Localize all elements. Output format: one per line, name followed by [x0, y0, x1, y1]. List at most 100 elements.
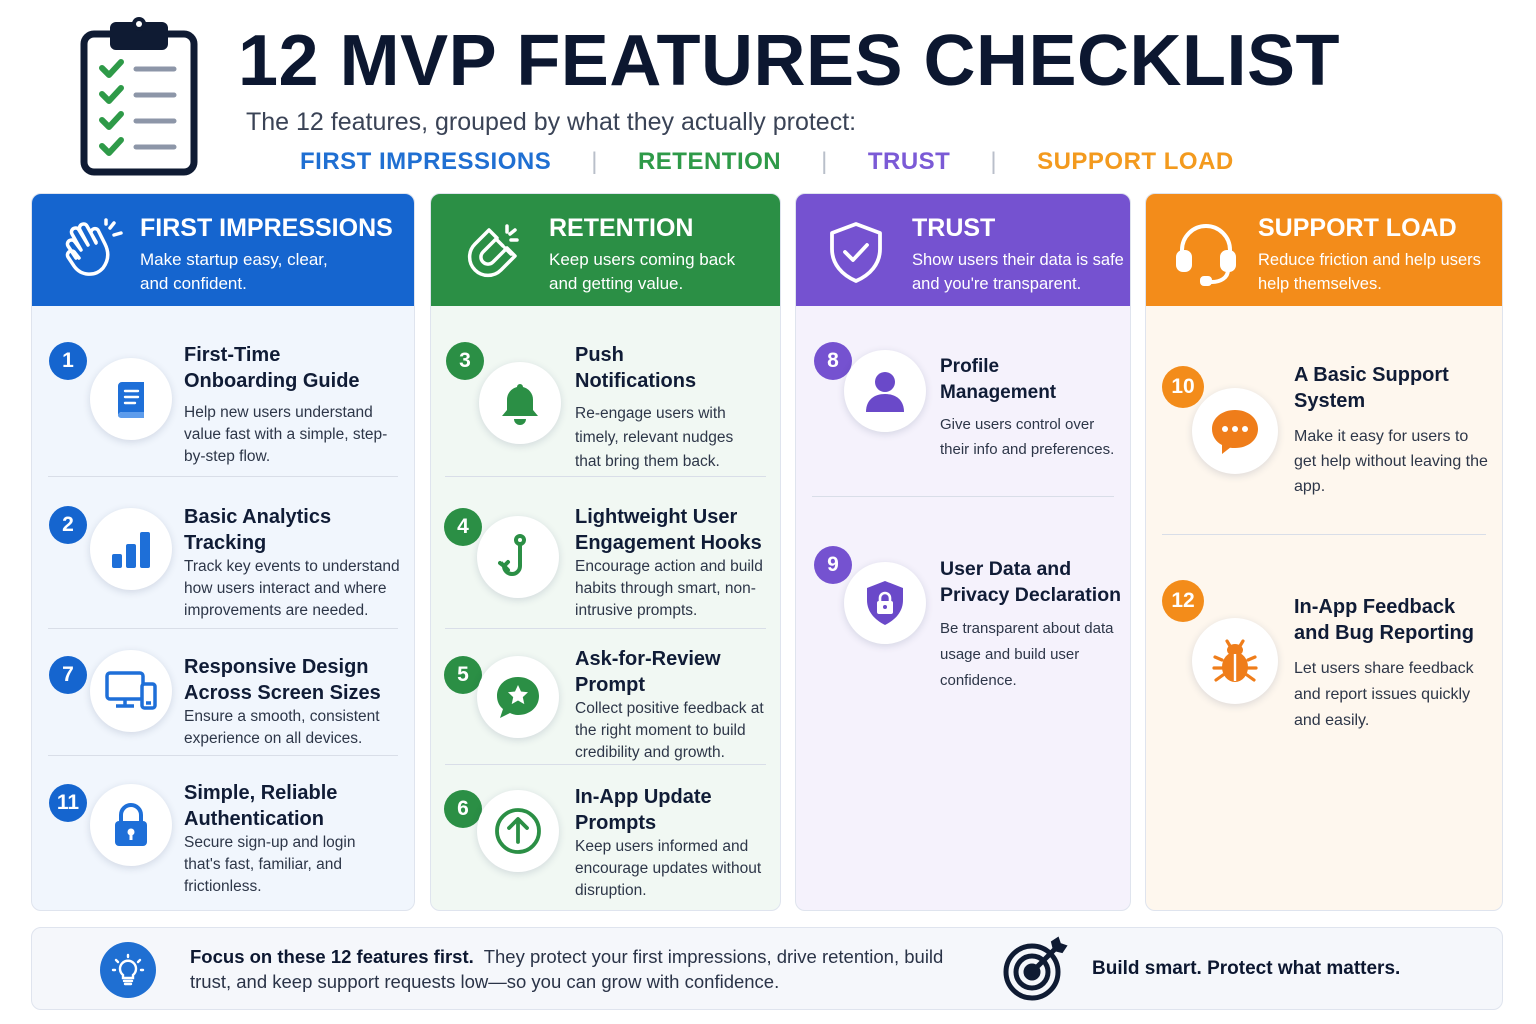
feature-item: 4 Lightweight User Engagement Hooks Enco… [431, 494, 780, 634]
feature-item: 2 Basic Analytics Tracking Track key eve… [32, 494, 414, 634]
footer-message: Focus on these 12 features first. They p… [190, 944, 950, 994]
feature-description: Make it easy for users to get help witho… [1294, 428, 1488, 495]
shield-check-icon [830, 222, 882, 283]
feature-item: 7 Responsive Design Across Screen Sizes … [32, 644, 414, 754]
feature-icon-bubble [844, 562, 926, 644]
lightbulb-icon [100, 942, 156, 998]
feature-description: Let users share feedback and report issu… [1294, 660, 1474, 729]
legend-retention: RETENTION [637, 148, 782, 175]
feature-description: Secure sign-up and login that's fast, fa… [184, 834, 356, 895]
feature-description: Be transparent about data usage and buil… [940, 620, 1114, 689]
column-support-load: SUPPORT LOAD Reduce friction and help us… [1145, 193, 1503, 911]
footer-banner: Focus on these 12 features first. They p… [31, 927, 1503, 1010]
feature-icon-bubble [479, 362, 561, 444]
feature-title: In-App Feedback and Bug Reporting [1294, 596, 1474, 644]
feature-number-badge: 11 [49, 784, 87, 822]
feature-title: Push Notifications [575, 344, 697, 392]
page-title: 12 MVP FEATURES CHECKLIST [238, 21, 1340, 101]
feature-item: 3 Push Notifications Re-engage users wit… [431, 328, 780, 470]
column-description: Keep users coming back and getting value… [549, 250, 736, 293]
column-title: RETENTION [549, 214, 694, 242]
column-description: Reduce friction and help users help them… [1258, 251, 1481, 293]
column-title: FIRST IMPRESSIONS [140, 214, 393, 242]
waving-hand-icon [65, 218, 123, 276]
legend-support-load: SUPPORT LOAD [1037, 148, 1234, 175]
column-header: TRUST Show users their data is safe and … [796, 194, 1130, 306]
legend-separator: | [990, 148, 998, 175]
padlock-icon [115, 803, 147, 846]
feature-icon-bubble [477, 656, 559, 738]
feature-title: In-App Update Prompts [575, 786, 712, 834]
feature-item: 6 In-App Update Prompts Keep users infor… [431, 778, 780, 908]
feature-number-badge: 12 [1162, 580, 1204, 622]
feature-number-badge: 6 [444, 790, 482, 828]
feature-item: 5 Ask-for-Review Prompt Collect positive… [431, 642, 780, 772]
feature-description: Track key events to understand how users… [184, 558, 400, 619]
legend-separator: | [591, 148, 598, 175]
category-legend: FIRST IMPRESSIONS | RETENTION | TRUST | … [300, 148, 1234, 176]
item-divider [445, 764, 766, 765]
feature-description: Ensure a smooth, consistent experience o… [184, 708, 380, 747]
bug-icon [1212, 639, 1258, 682]
feature-number-badge: 2 [49, 506, 87, 544]
feature-icon-bubble [90, 784, 172, 866]
column-trust: TRUST Show users their data is safe and … [795, 193, 1131, 911]
column-first-impressions: FIRST IMPRESSIONS Make startup easy, cle… [31, 193, 415, 911]
target-icon [1003, 936, 1068, 1001]
feature-icon-bubble [90, 358, 172, 440]
feature-icon-bubble [90, 650, 172, 732]
clipboard-checklist-icon [80, 17, 198, 176]
feature-number-badge: 10 [1162, 366, 1204, 408]
item-divider [812, 496, 1114, 497]
feature-description: Keep users informed and encourage update… [575, 838, 762, 899]
item-divider [445, 628, 766, 629]
feature-icon-bubble [1192, 388, 1278, 474]
feature-icon-bubble [90, 508, 172, 590]
feature-item: 9 User Data and Privacy Declaration Be t… [796, 532, 1130, 702]
feature-title: Responsive Design Across Screen Sizes [184, 656, 381, 704]
column-header: FIRST IMPRESSIONS Make startup easy, cle… [32, 194, 414, 306]
feature-icon-bubble [477, 516, 559, 598]
column-body: 10 A Basic Support System Make it easy f… [1146, 306, 1502, 910]
star-bubble-icon [497, 677, 539, 718]
chat-bubble-icon [1212, 410, 1258, 454]
item-divider [48, 628, 398, 629]
feature-title: Simple, Reliable Authentication [184, 782, 338, 830]
feature-item: 1 First-Time Onboarding Guide Help new u… [32, 328, 414, 468]
feature-title: A Basic Support System [1294, 364, 1449, 412]
feature-description: Give users control over their info and p… [940, 416, 1115, 458]
feature-icon-bubble [1192, 618, 1278, 704]
feature-title: Ask-for-Review Prompt [575, 648, 721, 696]
feature-title: User Data and Privacy Declaration [940, 558, 1122, 606]
footer-message-text: They protect your first impressions, dri… [190, 946, 944, 992]
feature-title: Profile Management [940, 356, 1057, 403]
legend-first-impressions: FIRST IMPRESSIONS [300, 148, 552, 175]
feature-description: Encourage action and build habits throug… [575, 558, 763, 619]
bell-icon [502, 384, 538, 425]
column-title: TRUST [912, 214, 996, 242]
column-body: 8 Profile Management Give users control … [796, 306, 1130, 910]
page-subtitle: The 12 features, grouped by what they ac… [246, 108, 857, 136]
footer-message-bold: Focus on these 12 features first. [190, 946, 474, 967]
hook-icon [498, 534, 526, 576]
bar-chart-icon [112, 532, 150, 568]
feature-item: 11 Simple, Reliable Authentication Secur… [32, 770, 414, 910]
feature-title: Basic Analytics Tracking [184, 506, 332, 554]
user-icon [866, 372, 904, 412]
column-body: 1 First-Time Onboarding Guide Help new u… [32, 306, 414, 910]
feature-number-badge: 1 [49, 342, 87, 380]
column-title: SUPPORT LOAD [1258, 214, 1457, 242]
feature-number-badge: 9 [814, 546, 852, 584]
feature-item: 8 Profile Management Give users control … [796, 328, 1130, 498]
column-body: 3 Push Notifications Re-engage users wit… [431, 306, 780, 910]
devices-icon [105, 671, 157, 710]
column-description: Show users their data is safe and you're… [912, 251, 1124, 293]
feature-icon-bubble [844, 350, 926, 432]
feature-description: Collect positive feedback at the right m… [575, 700, 764, 761]
legend-separator: | [821, 148, 828, 175]
item-divider [445, 476, 766, 477]
footer-callout: Build smart. Protect what matters. [1092, 958, 1401, 979]
feature-number-badge: 5 [444, 656, 482, 694]
legend-trust: TRUST [867, 148, 951, 175]
magnet-icon [467, 224, 519, 278]
